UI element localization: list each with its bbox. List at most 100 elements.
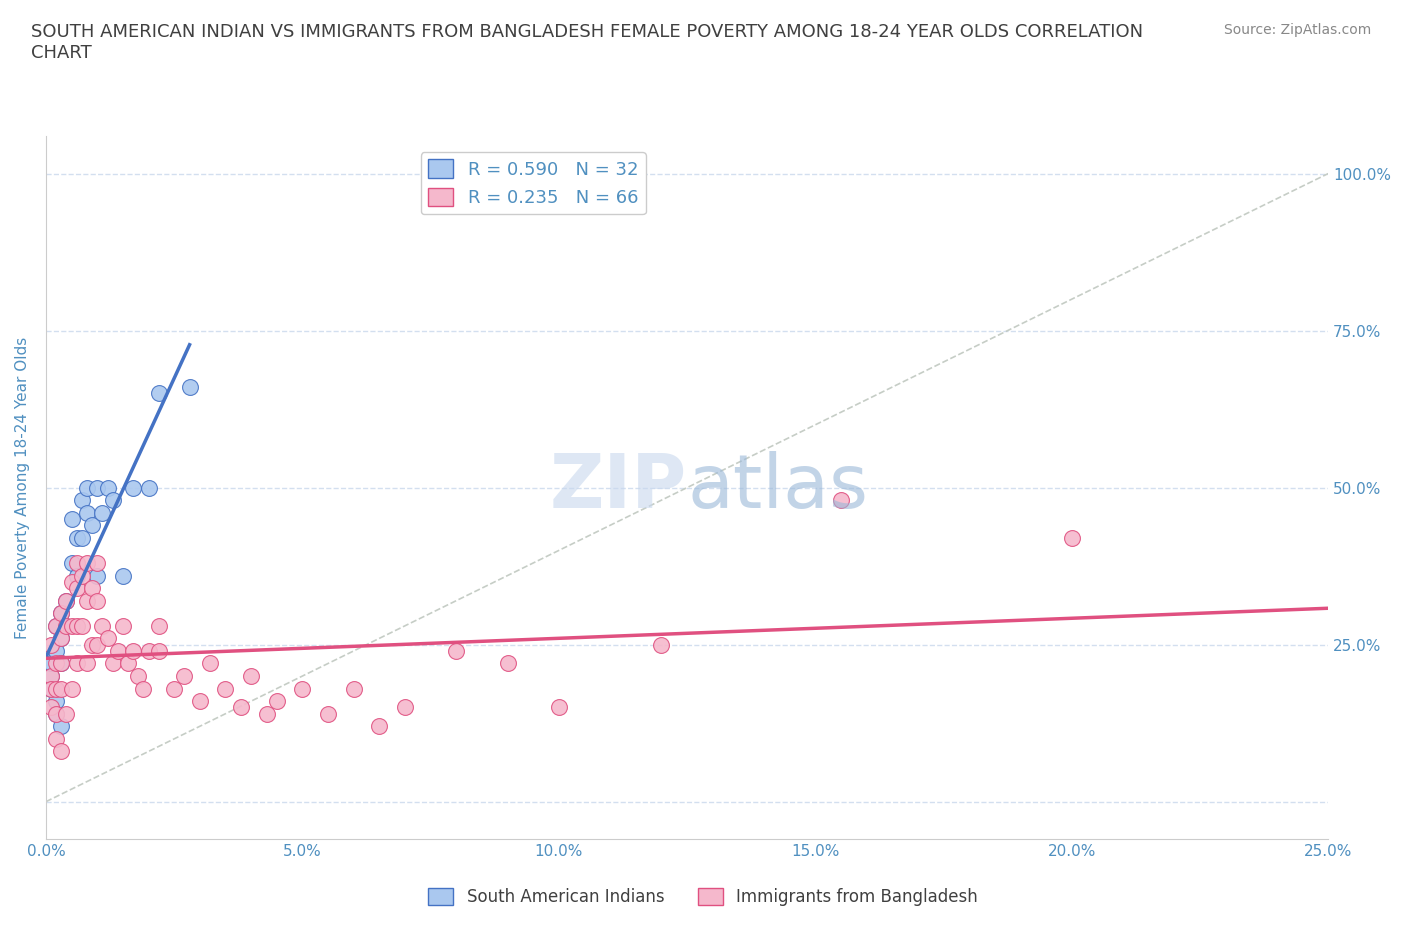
Point (111, 568, 134, 583)
Point (256, 706, 278, 721)
Point (266, 694, 288, 709)
Point (76, 593, 98, 608)
Point (51, 656, 73, 671)
Point (39, 681, 62, 696)
Text: atlas: atlas (688, 451, 868, 525)
Point (91, 505, 114, 520)
Point (76, 480, 98, 495)
Point (39, 637, 62, 652)
Point (650, 637, 672, 652)
Point (55, 706, 77, 721)
Point (148, 386, 170, 401)
Point (45, 644, 67, 658)
Point (86, 555, 108, 570)
Point (51, 681, 73, 696)
Point (51, 605, 73, 620)
Point (66, 618, 89, 633)
Point (45, 618, 67, 633)
Point (148, 618, 170, 633)
Point (70, 530, 93, 545)
Point (60, 555, 83, 570)
Point (343, 681, 366, 696)
Point (66, 568, 89, 583)
Point (82, 518, 104, 533)
Point (55, 593, 77, 608)
Point (188, 694, 211, 709)
Point (240, 669, 263, 684)
Point (51, 744, 73, 759)
Point (51, 656, 73, 671)
Point (496, 656, 519, 671)
Point (39, 669, 62, 684)
Point (138, 644, 160, 658)
Point (82, 580, 104, 595)
Point (39, 700, 62, 715)
Point (122, 480, 145, 495)
Point (60, 681, 83, 696)
Point (66, 580, 89, 595)
Point (82, 637, 104, 652)
Legend: South American Indians, Immigrants from Bangladesh: South American Indians, Immigrants from … (422, 881, 984, 912)
Point (76, 656, 98, 671)
Point (45, 681, 67, 696)
Point (66, 530, 89, 545)
Point (55, 618, 77, 633)
Point (45, 706, 67, 721)
Point (198, 656, 221, 671)
Point (132, 681, 155, 696)
Point (86, 480, 108, 495)
Point (229, 700, 252, 715)
Point (96, 631, 118, 645)
Point (368, 719, 391, 734)
Point (107, 644, 129, 658)
Point (70, 493, 93, 508)
Text: SOUTH AMERICAN INDIAN VS IMMIGRANTS FROM BANGLADESH FEMALE POVERTY AMONG 18-24 Y: SOUTH AMERICAN INDIAN VS IMMIGRANTS FROM… (31, 23, 1143, 62)
Point (291, 681, 314, 696)
Point (86, 593, 108, 608)
Point (547, 700, 569, 715)
Point (45, 618, 67, 633)
Point (127, 669, 149, 684)
Point (45, 731, 67, 746)
Point (51, 719, 73, 734)
Point (51, 631, 73, 645)
Point (39, 656, 62, 671)
Point (394, 700, 416, 715)
Point (55, 618, 77, 633)
Point (70, 618, 93, 633)
Point (70, 568, 93, 583)
Point (91, 618, 114, 633)
Point (60, 575, 83, 590)
Point (163, 681, 186, 696)
Text: Source: ZipAtlas.com: Source: ZipAtlas.com (1223, 23, 1371, 37)
Point (96, 480, 118, 495)
Point (60, 618, 83, 633)
Point (76, 505, 98, 520)
Legend: R = 0.590   N = 32, R = 0.235   N = 66: R = 0.590 N = 32, R = 0.235 N = 66 (420, 152, 645, 214)
Point (45, 706, 67, 721)
Point (39, 681, 62, 696)
Point (148, 644, 170, 658)
Point (138, 480, 160, 495)
Point (51, 631, 73, 645)
Point (101, 656, 124, 671)
Point (179, 379, 201, 394)
Point (39, 669, 62, 684)
Point (86, 568, 108, 583)
Point (316, 706, 339, 721)
Text: ZIP: ZIP (550, 451, 688, 525)
Point (76, 555, 98, 570)
Point (446, 644, 468, 658)
Point (830, 493, 852, 508)
Point (45, 656, 67, 671)
Point (101, 493, 124, 508)
Point (117, 656, 139, 671)
Point (111, 618, 134, 633)
Point (173, 669, 195, 684)
Point (1060, 530, 1083, 545)
Point (60, 512, 83, 526)
Point (51, 605, 73, 620)
Point (66, 555, 89, 570)
Point (86, 637, 108, 652)
Point (45, 694, 67, 709)
